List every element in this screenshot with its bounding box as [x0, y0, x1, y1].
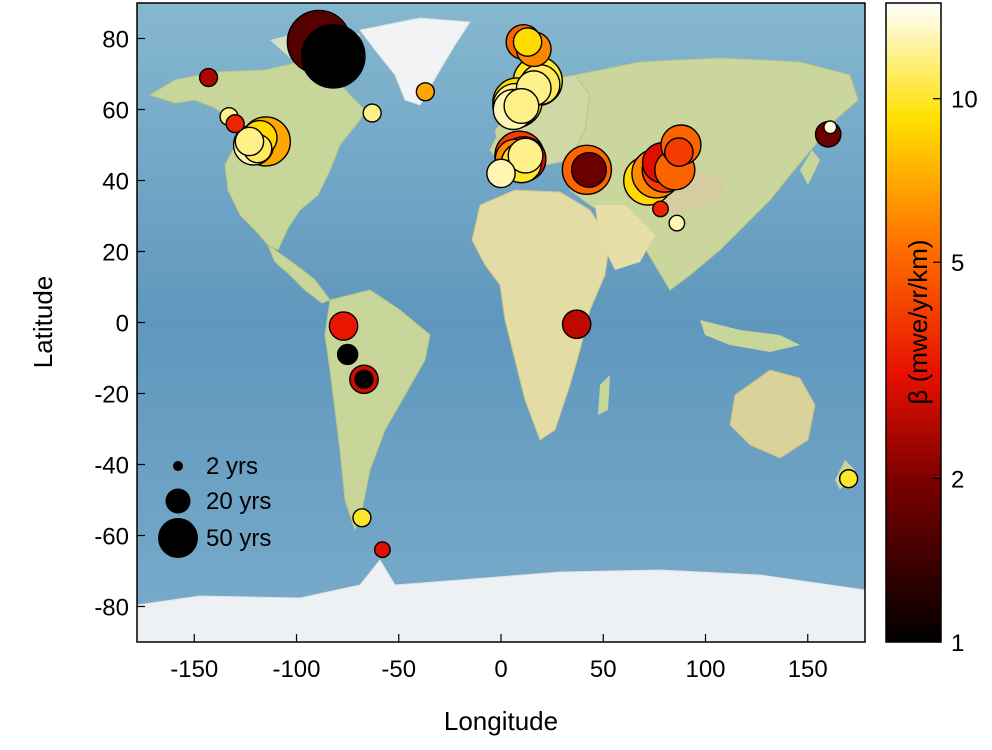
antarctica	[137, 559, 865, 642]
data-point	[362, 103, 382, 123]
data-point	[234, 126, 265, 157]
data-point	[668, 214, 686, 232]
x-tick-label: 50	[590, 656, 617, 683]
data-point	[336, 343, 359, 366]
y-tick-label: -60	[94, 524, 129, 551]
x-tick-label: -50	[381, 656, 416, 683]
x-tick-label: -100	[272, 656, 320, 683]
data-point	[561, 309, 592, 340]
colorbar	[885, 2, 942, 643]
africa-landmass	[471, 189, 611, 441]
colorbar-tick-label: 1	[951, 630, 964, 657]
data-point	[664, 137, 694, 167]
y-tick-label: -40	[94, 453, 129, 480]
colorbar-label: β (mwe/yr/km)	[903, 239, 933, 404]
indonesia-islands	[700, 320, 800, 352]
data-point	[415, 82, 435, 102]
data-point	[354, 369, 374, 389]
legend-label-20yrs: 20 yrs	[206, 488, 271, 515]
data-point	[503, 87, 540, 124]
x-axis-label: Longitude	[444, 706, 558, 736]
legend-marker-2yrs	[173, 461, 183, 471]
data-point	[328, 311, 359, 341]
data-point	[225, 114, 245, 134]
legend-marker-20yrs	[165, 488, 191, 514]
legend-label-2yrs: 2 yrs	[206, 453, 258, 480]
data-point	[652, 200, 669, 218]
y-tick-label: 60	[102, 98, 129, 125]
x-tick-label: -150	[170, 656, 218, 683]
data-point	[512, 27, 543, 57]
y-tick-label: -20	[94, 382, 129, 409]
arabia-landmass	[595, 205, 655, 270]
legend-label-50yrs: 50 yrs	[206, 525, 271, 552]
data-point	[352, 508, 372, 528]
australia-landmass	[729, 369, 816, 459]
colorbar-tick-label: 5	[951, 250, 964, 277]
y-tick-label: 40	[102, 169, 129, 196]
data-point	[373, 541, 391, 559]
x-axis: -150 -100 -50 0 50 100 150	[170, 634, 828, 683]
y-axis-label: Latitude	[28, 276, 58, 369]
colorbar-tick-label: 10	[951, 87, 978, 114]
data-point	[507, 137, 544, 174]
x-tick-label: 150	[788, 656, 828, 683]
y-tick-label: 0	[116, 311, 129, 338]
size-legend: 2 yrs 20 yrs 50 yrs	[158, 453, 271, 558]
y-tick-label: -80	[94, 595, 129, 622]
japan	[800, 150, 820, 185]
data-point	[570, 151, 607, 188]
y-tick-label: 80	[102, 27, 129, 54]
x-tick-label: 0	[494, 656, 507, 683]
central-america-landmass	[266, 243, 331, 304]
data-points-layer	[198, 9, 859, 559]
data-point	[823, 120, 838, 135]
data-point	[300, 23, 366, 89]
data-point	[838, 469, 859, 489]
colorbar-tick-label: 2	[951, 466, 964, 493]
data-point	[198, 67, 219, 88]
data-point	[486, 158, 516, 189]
x-tick-label: 100	[685, 656, 725, 683]
y-axis: -80 -60 -40 -20 0 20 40 60 80	[94, 27, 145, 622]
madagascar	[598, 375, 610, 415]
colorbar-axis: 1 2 5 10	[933, 87, 978, 657]
y-tick-label: 20	[102, 240, 129, 267]
legend-marker-50yrs	[158, 518, 198, 558]
